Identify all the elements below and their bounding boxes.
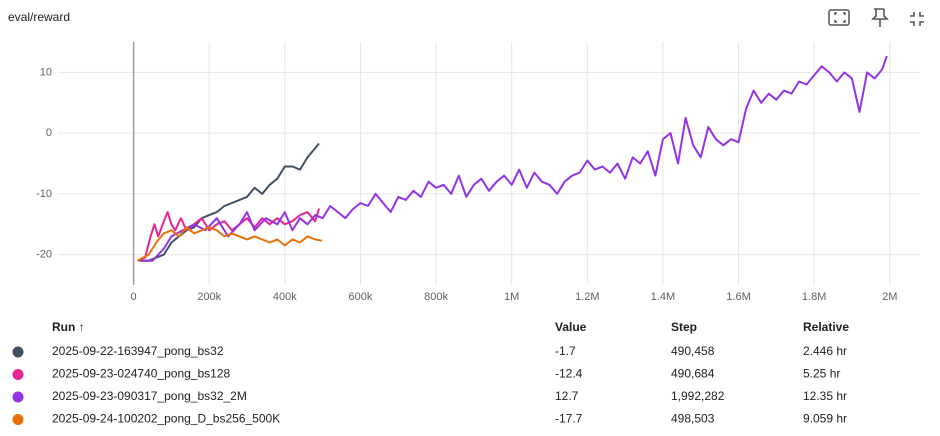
column-header[interactable]: Run ↑	[52, 320, 85, 334]
series-line	[139, 142, 320, 262]
table-cell: 1,992,282	[671, 389, 725, 403]
table-cell: 2.446 hr	[803, 344, 847, 358]
x-tick-label: 1M	[504, 291, 519, 303]
table-cell: -12.4	[555, 367, 583, 381]
run-name: 2025-09-23-024740_pong_bs128	[52, 367, 230, 381]
table-cell: 5.25 hr	[803, 367, 840, 381]
x-tick-label: 1.2M	[575, 291, 599, 303]
x-tick-label: 600k	[349, 291, 373, 303]
run-name: 2025-09-24-100202_pong_D_bs256_500K	[52, 412, 280, 426]
table-cell: 490,684	[671, 367, 715, 381]
x-tick-label: 200k	[197, 291, 221, 303]
table-cell: -1.7	[555, 344, 576, 358]
x-tick-label: 400k	[273, 291, 297, 303]
column-header: Value	[555, 320, 587, 334]
table-cell: -17.7	[555, 412, 583, 426]
y-tick-label: 10	[40, 66, 52, 78]
collapse-button[interactable]	[910, 12, 924, 26]
table-cell: 490,458	[671, 344, 715, 358]
x-tick-label: 0	[131, 291, 137, 303]
x-tick-label: 800k	[424, 291, 448, 303]
x-tick-label: 2M	[882, 291, 897, 303]
run-name: 2025-09-22-163947_pong_bs32	[52, 344, 224, 358]
column-header: Relative	[803, 320, 849, 334]
run-color-dot	[12, 391, 24, 403]
table-cell: 12.35 hr	[803, 389, 847, 403]
pin-button[interactable]	[871, 8, 889, 27]
x-tick-label: 1.4M	[651, 291, 675, 303]
run-color-dot	[12, 369, 24, 380]
x-tick-label: 1.8M	[802, 291, 826, 303]
y-tick-label: -20	[36, 249, 52, 261]
table-cell: 498,503	[671, 412, 715, 426]
series-line	[141, 55, 888, 262]
series-line	[137, 208, 321, 262]
table-cell: 12.7	[555, 389, 579, 403]
run-color-dot	[12, 414, 24, 425]
y-tick-label: 0	[46, 127, 52, 139]
y-tick-label: -10	[36, 188, 52, 200]
chart-title: eval/reward	[8, 10, 70, 24]
column-header: Step	[671, 320, 697, 334]
x-tick-label: 1.6M	[726, 291, 750, 303]
fit-domain-button[interactable]	[828, 9, 850, 26]
run-color-dot	[12, 346, 24, 358]
run-name: 2025-09-23-090317_pong_bs32_2M	[52, 389, 247, 403]
table-cell: 9.059 hr	[803, 412, 847, 426]
series-line	[136, 226, 323, 262]
